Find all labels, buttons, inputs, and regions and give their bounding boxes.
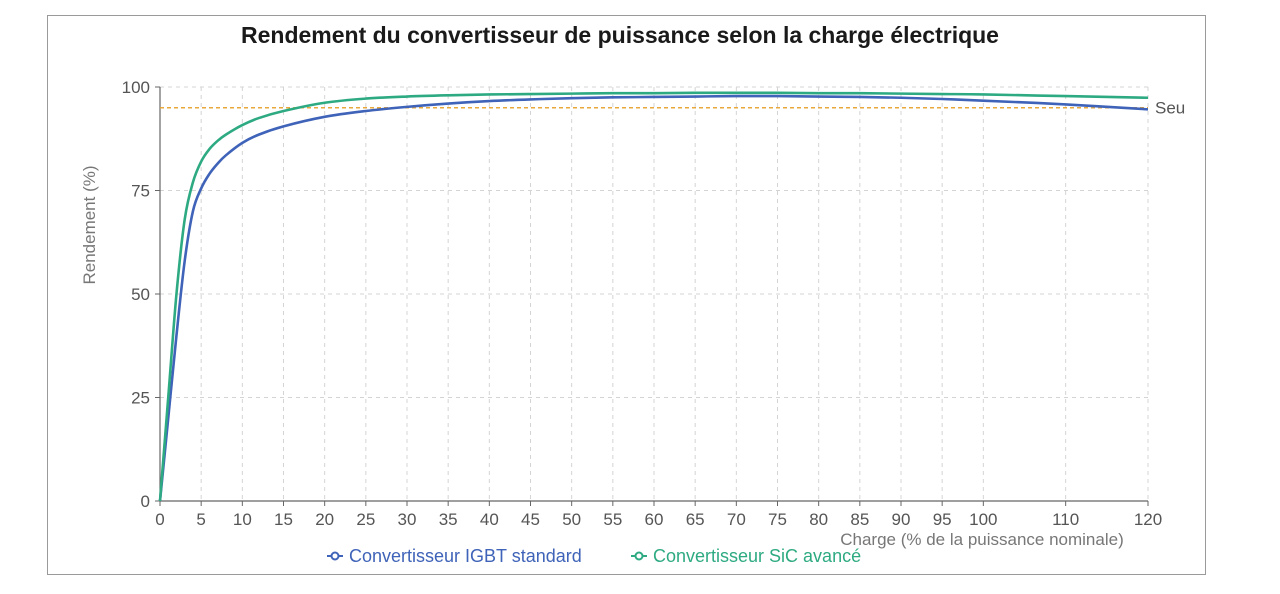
series-line-2 [158,91,1149,502]
x-tick-label: 90 [892,510,911,529]
x-tick-label: 30 [398,510,417,529]
legend-marker-icon [330,551,340,561]
series-lines [158,91,1149,502]
x-tick-label: 55 [603,510,622,529]
x-tick-label: 70 [727,510,746,529]
x-tick-label: 110 [1052,510,1079,529]
x-tick-label: 20 [315,510,334,529]
grid [160,86,1149,501]
tick-labels: 0 5 10 15 20 25 30 35 40 45 50 55 60 65 70 75 80 85 90 95 10… [122,78,1163,529]
x-tick-label: 100 [969,510,997,529]
x-tick-label: 85 [850,510,869,529]
threshold-label: Seu [1155,99,1185,118]
x-tick-label: 95 [933,510,952,529]
x-tick-label: 75 [768,510,787,529]
x-tick-label: 65 [686,510,705,529]
x-tick-label: 45 [521,510,540,529]
x-tick-label: 80 [809,510,828,529]
legend-item-2[interactable]: Convertisseur SiC avancé [631,546,861,566]
legend-marker-icon [634,551,644,561]
x-tick-label: 40 [480,510,499,529]
x-tick-label: 60 [645,510,664,529]
y-tick-label: 100 [122,78,150,97]
x-tick-label: 25 [356,510,375,529]
x-tick-label: 15 [274,510,293,529]
legend-label: Convertisseur IGBT standard [349,546,582,566]
x-tick-label: 10 [233,510,252,529]
y-tick-label: 0 [141,492,150,511]
series-line-1 [158,94,1149,502]
threshold-group: Seu [160,99,1185,118]
x-tick-label: 50 [562,510,581,529]
x-tick-label: 120 [1134,510,1162,529]
y-tick-label: 25 [131,389,150,408]
x-tick-label: 0 [155,510,164,529]
legend-item-1[interactable]: Convertisseur IGBT standard [327,546,582,566]
x-tick-label: 5 [196,510,205,529]
y-tick-label: 75 [131,182,150,201]
y-axis-label: Rendement (%) [80,165,99,284]
axes [155,86,1149,506]
y-tick-label: 50 [131,285,150,304]
x-axis-label: Charge (% de la puissance nominale) [840,530,1124,549]
x-tick-label: 35 [439,510,458,529]
legend-label: Convertisseur SiC avancé [653,546,861,566]
chart-title: Rendement du convertisseur de puissance … [241,22,999,48]
legend: Convertisseur IGBT standard Convertisseur… [327,546,861,566]
